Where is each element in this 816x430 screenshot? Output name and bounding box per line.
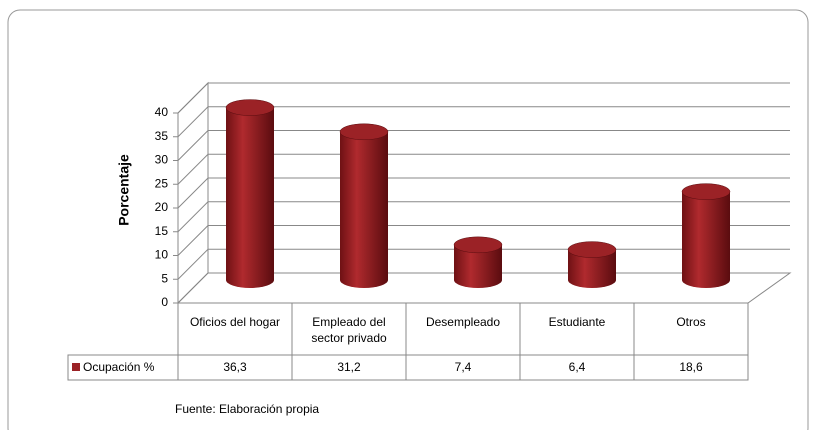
grid-line [177, 225, 790, 256]
y-tick-label: 20 [155, 200, 169, 214]
y-tick-label: 0 [161, 295, 168, 309]
y-tick-label: 40 [155, 105, 169, 119]
legend-label: Ocupación % [83, 360, 155, 374]
y-tick-label: 25 [155, 176, 169, 190]
bar-top [453, 236, 503, 254]
grid-line [177, 177, 790, 209]
y-tick-label: 35 [155, 129, 169, 143]
y-tick-label: 15 [155, 224, 169, 238]
x-tick-label: Empleado del sector privado [311, 315, 387, 345]
legend-cell [67, 354, 179, 381]
legend-swatch [72, 363, 80, 371]
y-tick-label: 30 [155, 153, 169, 167]
y-tick-label: 5 [161, 271, 168, 285]
bar [340, 131, 388, 288]
bar [226, 107, 274, 288]
bar-top [681, 183, 731, 200]
bar-top [567, 241, 617, 258]
data-label: 6,4 [569, 360, 586, 374]
data-label: 36,3 [223, 360, 247, 374]
x-tick-label: Otros [676, 315, 705, 329]
x-tick-label: Desempleado [426, 315, 500, 329]
grid-line [177, 130, 790, 161]
data-label: 18,6 [679, 360, 703, 374]
x-tick-label: Oficios del hogar [190, 315, 280, 329]
y-axis-label: Porcentaje [116, 154, 132, 226]
bar-top [339, 123, 389, 141]
grid-line [177, 201, 790, 233]
grid-line [177, 82, 790, 114]
source-note: Fuente: Elaboración propia [175, 402, 319, 416]
bar [682, 191, 730, 288]
bar [568, 249, 616, 288]
x-tick-label: Estudiante [549, 315, 606, 329]
bar-top [225, 99, 275, 116]
y-tick-label: 10 [155, 248, 169, 262]
data-label: 31,2 [337, 360, 361, 374]
bar [454, 244, 502, 288]
data-label: 7,4 [455, 360, 472, 374]
grid-line [177, 106, 790, 138]
grid-line [177, 153, 790, 185]
table-border [177, 302, 749, 381]
